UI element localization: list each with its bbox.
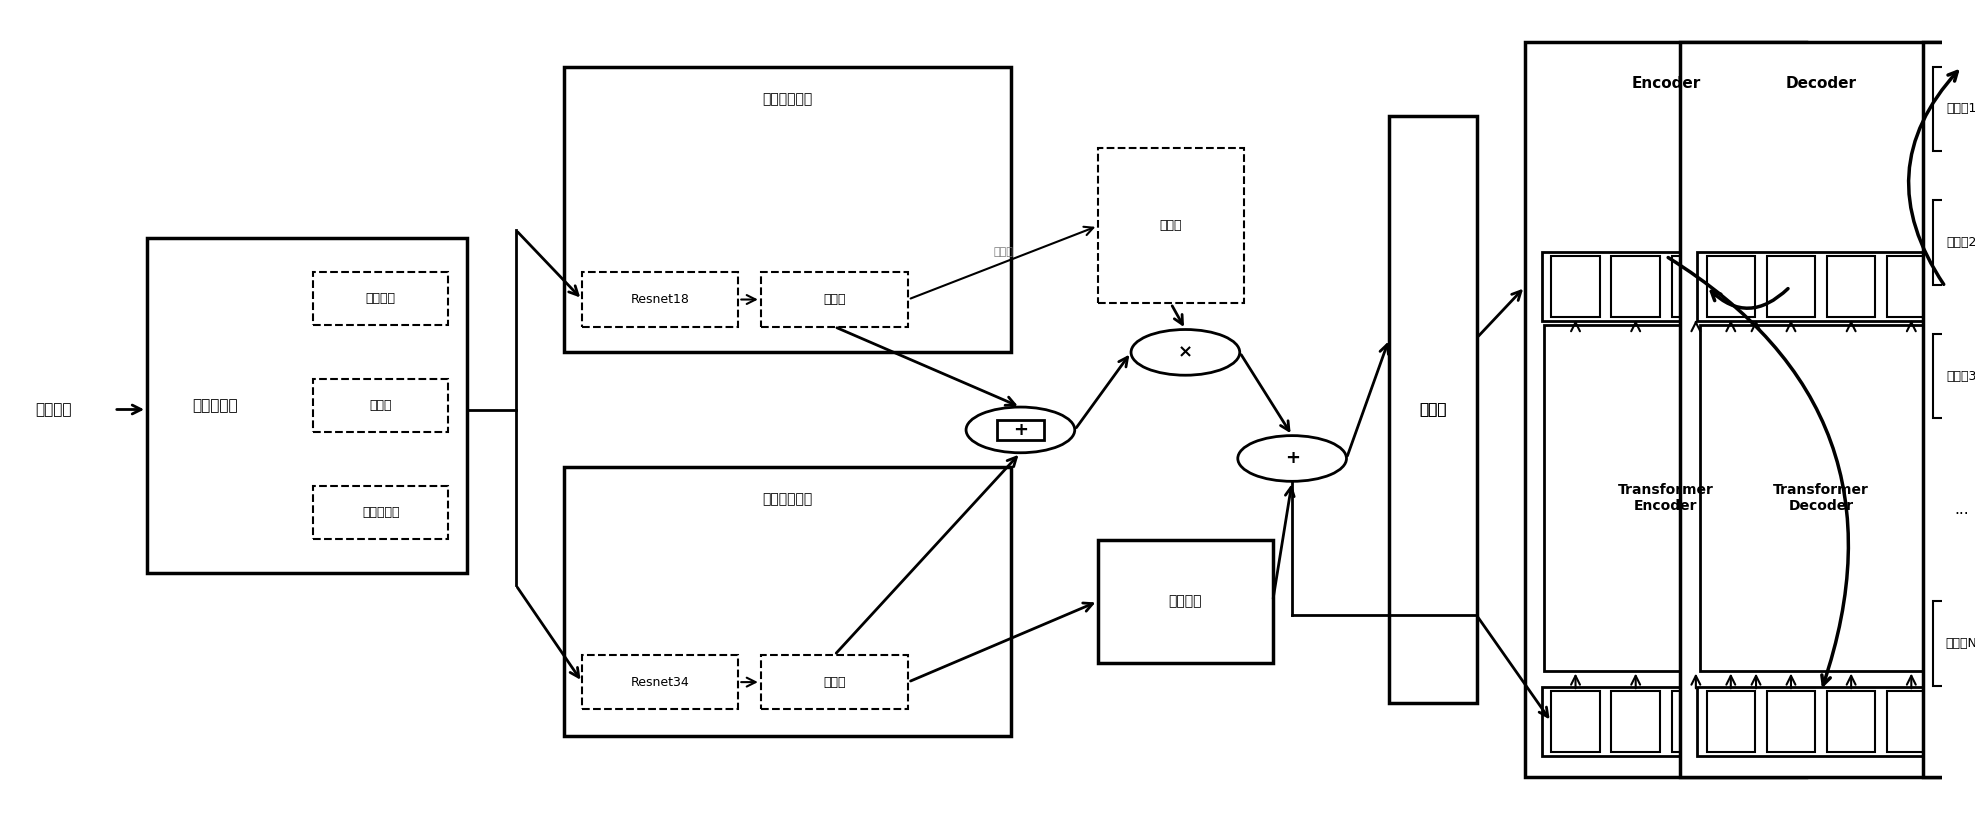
- FancyBboxPatch shape: [1768, 691, 1815, 753]
- FancyBboxPatch shape: [1732, 256, 1779, 317]
- Text: 语义特征提取: 语义特征提取: [762, 93, 812, 106]
- FancyBboxPatch shape: [1098, 540, 1272, 663]
- FancyBboxPatch shape: [1697, 687, 1945, 757]
- Text: 反卷积: 反卷积: [824, 676, 845, 689]
- Text: 下采样: 下采样: [1420, 402, 1446, 417]
- FancyBboxPatch shape: [1388, 115, 1477, 704]
- FancyBboxPatch shape: [1098, 148, 1244, 303]
- FancyBboxPatch shape: [1934, 601, 1975, 686]
- Text: 纹理特征提取: 纹理特征提取: [762, 492, 812, 506]
- FancyBboxPatch shape: [1827, 691, 1876, 753]
- Text: ...: ...: [1955, 502, 1969, 517]
- Text: 检测器: 检测器: [993, 247, 1013, 257]
- Text: Transformer
Encoder: Transformer Encoder: [1618, 483, 1714, 514]
- Text: 图像预处理: 图像预处理: [192, 398, 237, 413]
- FancyBboxPatch shape: [1697, 252, 1945, 321]
- FancyBboxPatch shape: [1525, 43, 1807, 776]
- FancyBboxPatch shape: [1924, 43, 1975, 776]
- Text: Resnet34: Resnet34: [630, 676, 689, 689]
- FancyBboxPatch shape: [1732, 691, 1779, 753]
- Text: Resnet18: Resnet18: [630, 293, 689, 306]
- Circle shape: [966, 407, 1074, 453]
- Text: 下采样: 下采样: [1420, 402, 1446, 417]
- Text: +: +: [1013, 421, 1027, 439]
- Circle shape: [1238, 436, 1347, 482]
- FancyBboxPatch shape: [565, 66, 1011, 352]
- Text: 预测框3: 预测框3: [1947, 369, 1975, 382]
- FancyBboxPatch shape: [760, 273, 908, 327]
- Text: 位置编码: 位置编码: [1169, 595, 1203, 609]
- FancyBboxPatch shape: [1681, 43, 1961, 776]
- FancyBboxPatch shape: [1827, 256, 1876, 317]
- FancyBboxPatch shape: [1886, 691, 1936, 753]
- FancyBboxPatch shape: [583, 655, 739, 709]
- FancyBboxPatch shape: [1612, 691, 1659, 753]
- FancyBboxPatch shape: [760, 655, 908, 709]
- FancyBboxPatch shape: [1550, 256, 1600, 317]
- Text: 预测框2: 预测框2: [1947, 236, 1975, 249]
- Text: ×: ×: [1177, 343, 1193, 361]
- Text: Decoder: Decoder: [1785, 75, 1856, 91]
- FancyBboxPatch shape: [1886, 256, 1936, 317]
- Circle shape: [1132, 329, 1240, 375]
- Text: 预测框1: 预测框1: [1947, 102, 1975, 115]
- Text: 预测框N: 预测框N: [1945, 636, 1975, 649]
- Text: 高斯滤波: 高斯滤波: [365, 292, 395, 305]
- FancyBboxPatch shape: [1706, 256, 1756, 317]
- Text: 归一化: 归一化: [369, 399, 391, 412]
- FancyBboxPatch shape: [1934, 200, 1975, 285]
- Text: 空域图像: 空域图像: [36, 402, 71, 417]
- Text: 概率图: 概率图: [1159, 219, 1183, 233]
- FancyBboxPatch shape: [1934, 66, 1975, 152]
- FancyBboxPatch shape: [146, 238, 468, 572]
- FancyBboxPatch shape: [1706, 691, 1756, 753]
- Text: +: +: [1284, 450, 1300, 468]
- FancyBboxPatch shape: [1768, 256, 1815, 317]
- FancyBboxPatch shape: [314, 378, 448, 432]
- FancyBboxPatch shape: [1550, 691, 1600, 753]
- FancyBboxPatch shape: [314, 272, 448, 325]
- Text: Encoder: Encoder: [1631, 75, 1700, 91]
- FancyBboxPatch shape: [583, 273, 739, 327]
- FancyBboxPatch shape: [314, 486, 448, 539]
- FancyBboxPatch shape: [1542, 252, 1789, 321]
- FancyBboxPatch shape: [1671, 691, 1720, 753]
- FancyBboxPatch shape: [997, 420, 1043, 440]
- FancyBboxPatch shape: [1544, 325, 1787, 671]
- FancyBboxPatch shape: [1934, 333, 1975, 419]
- Text: 反卷积: 反卷积: [824, 293, 845, 306]
- FancyBboxPatch shape: [565, 467, 1011, 736]
- Text: 小目标扩充: 小目标扩充: [361, 506, 399, 519]
- FancyBboxPatch shape: [1542, 687, 1789, 757]
- FancyBboxPatch shape: [1700, 325, 1941, 671]
- FancyBboxPatch shape: [1671, 256, 1720, 317]
- Text: Transformer
Decoder: Transformer Decoder: [1774, 483, 1868, 514]
- FancyBboxPatch shape: [1612, 256, 1659, 317]
